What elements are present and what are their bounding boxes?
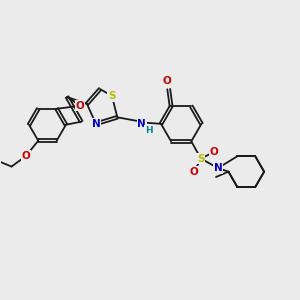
Text: N: N	[137, 119, 146, 129]
Text: O: O	[209, 147, 218, 157]
Text: O: O	[190, 167, 199, 177]
Text: S: S	[197, 154, 205, 164]
Text: O: O	[163, 76, 171, 86]
Text: N: N	[92, 119, 100, 129]
Text: O: O	[76, 101, 85, 111]
Text: N: N	[214, 163, 222, 173]
Text: S: S	[108, 91, 116, 101]
Text: O: O	[21, 151, 30, 161]
Text: H: H	[145, 126, 153, 135]
